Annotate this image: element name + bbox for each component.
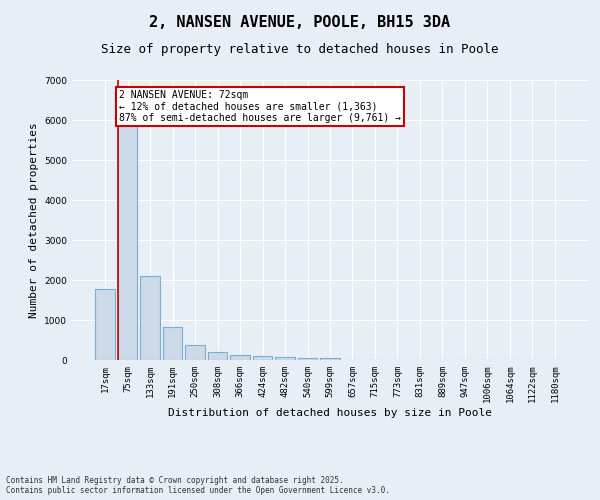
- Bar: [253, 356, 272, 360]
- Bar: [185, 345, 205, 360]
- Bar: [95, 289, 115, 360]
- Bar: [298, 358, 317, 360]
- Y-axis label: Number of detached properties: Number of detached properties: [29, 122, 38, 318]
- Text: 2, NANSEN AVENUE, POOLE, BH15 3DA: 2, NANSEN AVENUE, POOLE, BH15 3DA: [149, 15, 451, 30]
- Bar: [230, 355, 250, 360]
- Bar: [275, 357, 295, 360]
- Text: Contains HM Land Registry data © Crown copyright and database right 2025.
Contai: Contains HM Land Registry data © Crown c…: [6, 476, 390, 495]
- Bar: [208, 352, 227, 360]
- Bar: [320, 358, 340, 360]
- Text: 2 NANSEN AVENUE: 72sqm
← 12% of detached houses are smaller (1,363)
87% of semi-: 2 NANSEN AVENUE: 72sqm ← 12% of detached…: [119, 90, 401, 123]
- Bar: [118, 126, 137, 360]
- Bar: [140, 276, 160, 360]
- Bar: [163, 327, 182, 360]
- X-axis label: Distribution of detached houses by size in Poole: Distribution of detached houses by size …: [168, 408, 492, 418]
- Text: Size of property relative to detached houses in Poole: Size of property relative to detached ho…: [101, 42, 499, 56]
